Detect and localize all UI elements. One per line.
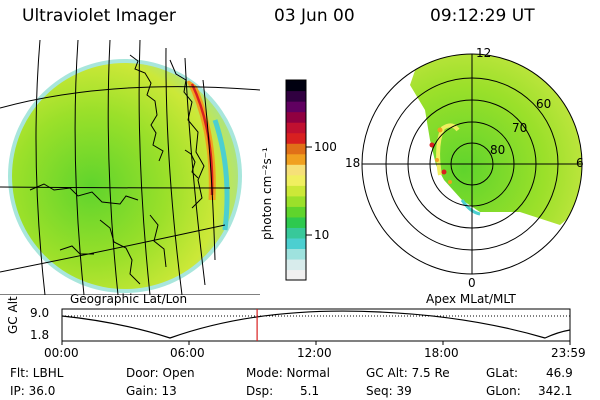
disk-edge xyxy=(212,119,230,231)
timeline-tick-2: 12:00 xyxy=(297,346,332,360)
info-door: Door: Open xyxy=(126,366,195,380)
info-dsp-value: 5.1 xyxy=(300,384,320,398)
colorbar-segment xyxy=(286,237,306,250)
info-dsp-label: Dsp: xyxy=(246,384,274,398)
left-panel-label: Geographic Lat/Lon xyxy=(70,292,188,306)
timeline-tick-4: 23:59 xyxy=(551,346,586,360)
colorbar-segment xyxy=(286,132,306,144)
info-gc-alt: GC Alt: 7.5 Re xyxy=(366,366,450,380)
colorbar-segment xyxy=(286,101,306,113)
colorbar-segment xyxy=(286,258,306,271)
colorbar-tick-100: 100 xyxy=(314,140,337,154)
info-gain: Gain: 13 xyxy=(126,384,177,398)
polar-lat-60: 60 xyxy=(536,97,552,111)
colorbar-segment xyxy=(286,164,306,176)
info-mode: Mode: Normal xyxy=(246,366,330,380)
colorbar-segment xyxy=(286,248,306,260)
colorbar-segment xyxy=(286,195,306,207)
right-panel-label: Apex MLat/MLT xyxy=(426,292,516,306)
timeline-tick-3: 18:00 xyxy=(424,346,459,360)
polar-mlt-0: 0 xyxy=(468,276,476,290)
info-filter: Flt: LBHL xyxy=(10,366,64,380)
polar-mlt-6: 6 xyxy=(576,156,584,170)
polar-plot xyxy=(361,53,583,275)
polar-lat-70: 70 xyxy=(512,121,528,135)
info-ip: IP: 36.0 xyxy=(10,384,56,398)
earth-disk xyxy=(12,63,238,289)
time-label: 09:12:29 UT xyxy=(430,6,535,26)
colorbar-segment xyxy=(286,185,306,197)
info-glat-value: 46.9 xyxy=(546,366,573,380)
colorbar-segment xyxy=(286,111,306,123)
colorbar-segment xyxy=(286,122,306,134)
colorbar-segment xyxy=(286,174,306,186)
timeline-tick-1: 06:00 xyxy=(170,346,205,360)
timeline-tick-0: 00:00 xyxy=(44,346,79,360)
info-glon-value: 342.1 xyxy=(538,384,573,398)
info-glat-label: GLat: xyxy=(486,366,519,380)
timeline-y-top: 9.0 xyxy=(30,306,50,320)
info-glon-label: GLon: xyxy=(486,384,521,398)
date-label: 03 Jun 00 xyxy=(274,6,355,26)
colorbar-segment xyxy=(286,269,306,281)
polar-mlt-12: 12 xyxy=(476,46,492,60)
colorbar-segment xyxy=(286,216,306,228)
timeline-axis-label: GC Alt xyxy=(6,296,20,334)
altitude-timeline xyxy=(61,308,571,345)
colorbar-segment xyxy=(286,80,306,92)
colorbar-segment xyxy=(286,153,306,165)
colorbar-segment xyxy=(286,143,306,155)
colorbar-segment xyxy=(286,206,306,218)
coastlines xyxy=(29,54,205,285)
altitude-curve xyxy=(61,310,571,339)
colorbar-tick-10: 10 xyxy=(314,228,330,242)
colorbar-segment xyxy=(286,90,306,102)
colorbar-unit-label: photon cm⁻²s⁻¹ xyxy=(260,147,274,240)
colorbar-segment xyxy=(286,227,306,239)
instrument-title: Ultraviolet Imager xyxy=(22,6,176,26)
info-seq: Seq: 39 xyxy=(366,384,412,398)
colorbar xyxy=(286,80,306,281)
timeline-y-bottom: 1.8 xyxy=(30,328,50,342)
polar-mlt-18: 18 xyxy=(345,156,361,170)
polar-lat-80: 80 xyxy=(490,143,506,157)
